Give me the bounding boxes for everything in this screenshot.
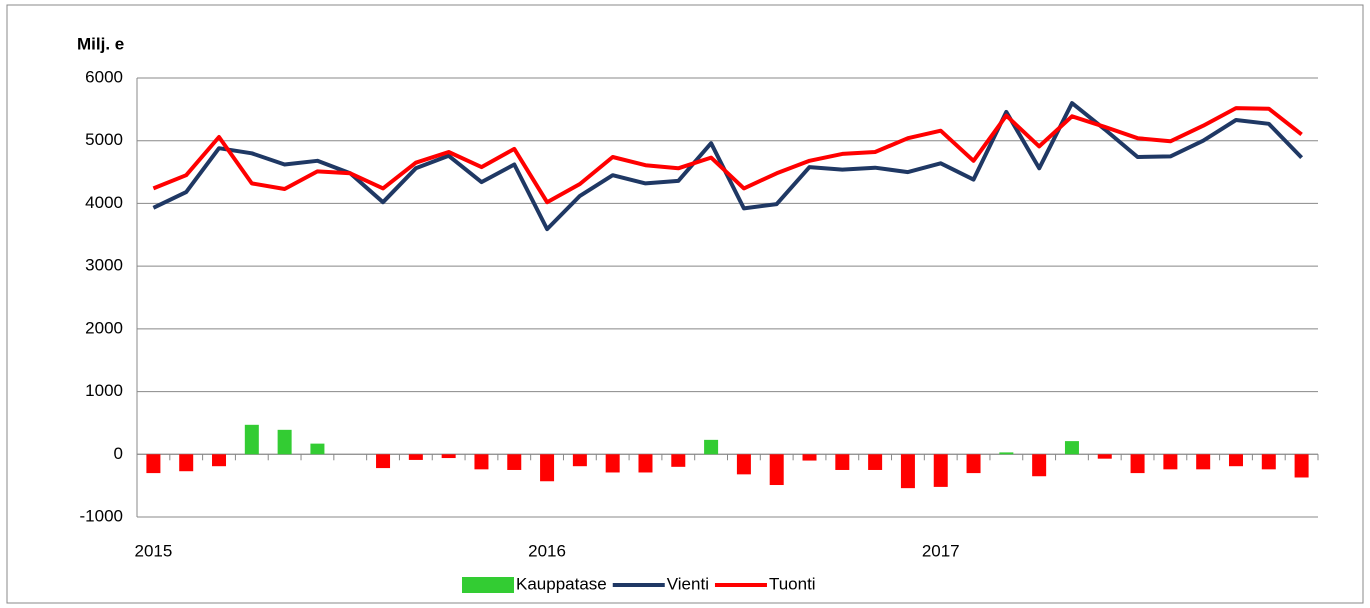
- bar: [408, 454, 423, 460]
- bar: [1064, 441, 1079, 455]
- legend-swatch: [462, 577, 514, 593]
- bar: [1261, 454, 1276, 470]
- y-axis-label: Milj. e: [77, 34, 124, 53]
- bar: [507, 454, 522, 470]
- y-tick-label: 5000: [85, 130, 123, 149]
- line: [152, 106, 1303, 205]
- bar: [441, 454, 456, 459]
- bar: [704, 439, 719, 455]
- y-tick-label: 2000: [85, 318, 123, 337]
- bar: [1032, 454, 1047, 477]
- bar: [802, 454, 817, 461]
- bar: [277, 429, 292, 455]
- y-tick-label: 0: [114, 444, 123, 463]
- bar: [1196, 454, 1211, 470]
- bar: [999, 452, 1014, 455]
- chart-border: [6, 4, 1364, 604]
- bar: [376, 454, 391, 469]
- bar: [146, 454, 161, 474]
- bar: [1294, 454, 1309, 478]
- x-tick-label: 2016: [528, 541, 566, 560]
- bar: [638, 454, 653, 473]
- bar: [310, 443, 325, 455]
- bar: [966, 454, 981, 474]
- bar: [572, 454, 587, 467]
- y-tick-label: 1000: [85, 381, 123, 400]
- y-tick-label: 3000: [85, 256, 123, 275]
- bar: [868, 454, 883, 470]
- bar: [835, 454, 850, 470]
- bar: [1163, 454, 1178, 470]
- x-tick-label: 2015: [134, 541, 172, 560]
- x-tick-label: 2017: [922, 541, 960, 560]
- bar: [1228, 454, 1243, 467]
- bar: [671, 454, 686, 467]
- bar: [933, 454, 948, 487]
- bar: [179, 454, 194, 472]
- bar: [212, 454, 227, 467]
- y-tick-label: -1000: [80, 506, 123, 525]
- legend-label: Vienti: [667, 574, 709, 593]
- bar: [1130, 454, 1145, 474]
- bar: [605, 454, 620, 473]
- legend-label: Kauppatase: [516, 574, 607, 593]
- legend-label: Tuonti: [769, 574, 816, 593]
- bar: [900, 454, 915, 489]
- bar: [1097, 454, 1112, 459]
- bar: [244, 424, 259, 455]
- y-tick-label: 6000: [85, 67, 123, 86]
- bar: [474, 454, 489, 470]
- bar: [769, 454, 784, 486]
- y-tick-label: 4000: [85, 193, 123, 212]
- bar: [736, 454, 751, 475]
- bar: [540, 454, 555, 482]
